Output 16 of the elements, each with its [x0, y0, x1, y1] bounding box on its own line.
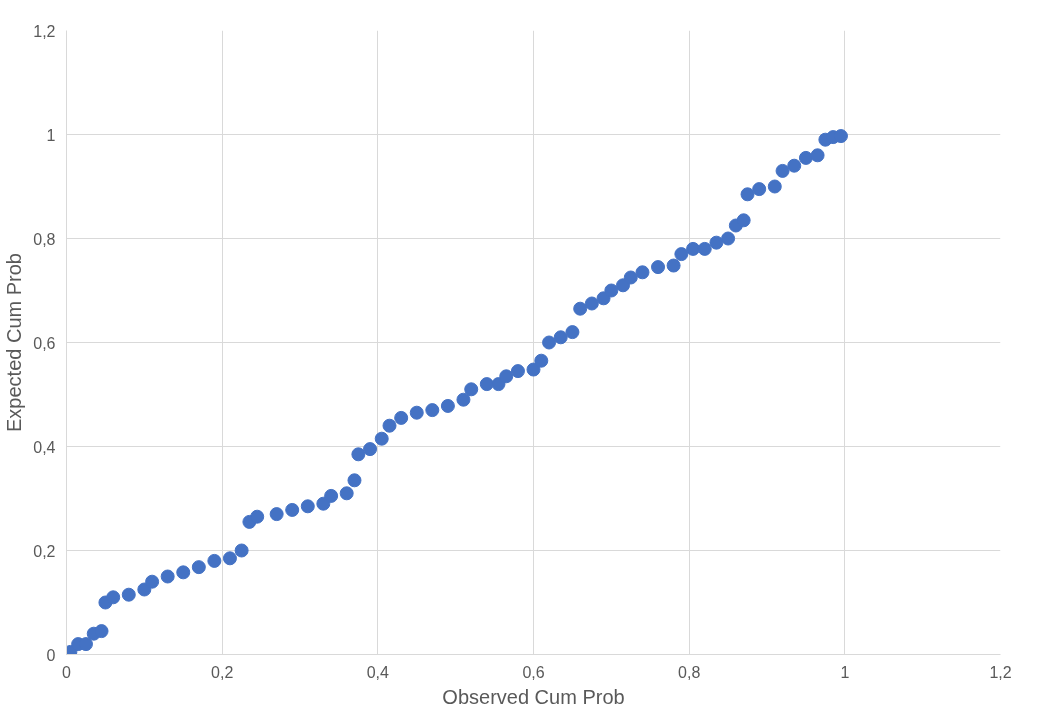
x-tick-label: 0,4: [366, 663, 390, 681]
y-tick-label: 0,4: [33, 438, 56, 456]
y-tick-label: 0,8: [33, 230, 56, 248]
x-tick-label: 1: [840, 663, 850, 681]
y-tick-label: 1: [46, 126, 56, 144]
y-tick-label: 1,2: [33, 22, 56, 40]
y-tick-label: 0,6: [33, 334, 56, 352]
y-tick-label: 0: [46, 646, 56, 664]
x-tick-label: 0,2: [211, 663, 234, 681]
x-tick-label: 0,8: [678, 663, 701, 681]
x-tick-label: 1,2: [989, 663, 1012, 681]
y-axis-title: Expected Cum Prob: [3, 253, 26, 432]
y-tick-label: 0,2: [33, 542, 56, 560]
x-tick-label: 0: [62, 663, 72, 681]
x-tick-label: 0,6: [522, 663, 545, 681]
x-axis-title: Observed Cum Prob: [442, 685, 625, 708]
